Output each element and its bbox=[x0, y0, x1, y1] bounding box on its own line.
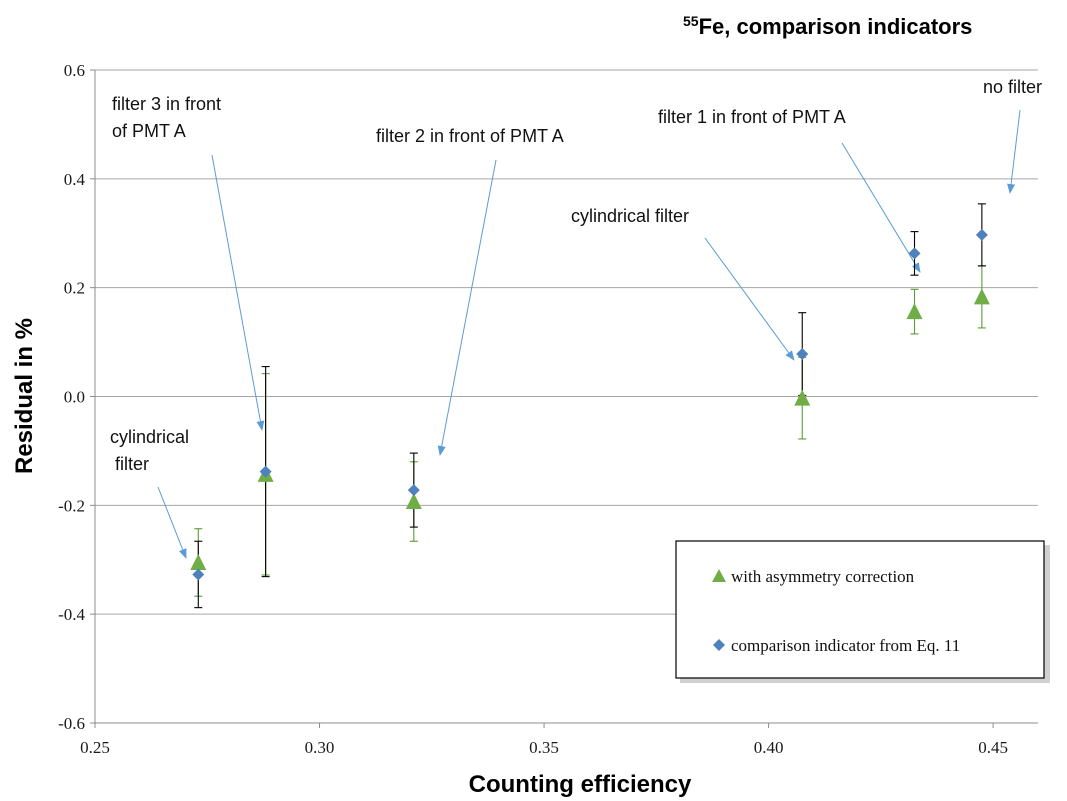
legend-box bbox=[675, 540, 1045, 679]
annotation-1: filter 3 in front of PMT A bbox=[112, 94, 221, 141]
chart-title: 55Fe, comparison indicators bbox=[683, 13, 972, 39]
annotation-arrow-4 bbox=[841, 142, 921, 273]
x-tick-label-3: 0.40 bbox=[754, 738, 784, 757]
annotation-2: filter 2 in front of PMT A bbox=[376, 126, 564, 146]
x-axis-title: Counting efficiency bbox=[469, 771, 692, 798]
y-axis-title: Residual in % bbox=[11, 318, 38, 474]
annotation-1-line-1: of PMT A bbox=[112, 121, 186, 141]
annotation-0-line-1: filter bbox=[110, 454, 149, 474]
y-tick-label-1: -0.4 bbox=[58, 605, 85, 624]
annotation-4-line-0: filter 1 in front of PMT A bbox=[658, 107, 846, 127]
point-diamond-4 bbox=[908, 247, 921, 260]
annotations: cylindrical filter filter 3 in front of PM… bbox=[110, 77, 1042, 474]
point-triangle-2 bbox=[405, 493, 422, 510]
point-triangle-4 bbox=[906, 303, 923, 320]
point-triangle-0 bbox=[190, 553, 207, 570]
y-tick-label-0: -0.6 bbox=[58, 714, 85, 733]
point-diamond-3 bbox=[796, 348, 809, 361]
annotation-arrow-2 bbox=[437, 159, 497, 456]
annotation-4: filter 1 in front of PMT A bbox=[658, 107, 846, 127]
x-tick-label-2: 0.35 bbox=[529, 738, 559, 757]
y-tick-label-5: 0.4 bbox=[64, 170, 86, 189]
y-tick-label-3: 0.0 bbox=[64, 388, 85, 407]
annotation-0: cylindrical filter bbox=[110, 427, 189, 474]
legend-marker-diamond bbox=[713, 639, 725, 651]
point-diamond-1 bbox=[259, 465, 272, 478]
legend-label-0: with asymmetry correction bbox=[731, 567, 915, 586]
annotation-1-line-0: filter 3 in front bbox=[112, 94, 221, 114]
annotation-arrow-3 bbox=[704, 237, 795, 361]
tick-labels: -0.6 -0.4 -0.2 0.0 0.2 0.4 0.6 0.25 0.30 0.35 0.40… bbox=[58, 61, 1008, 757]
title-superscript: 55 bbox=[683, 13, 699, 29]
axes bbox=[90, 69, 1038, 728]
legend-marker-triangle bbox=[712, 569, 726, 582]
title-main: Fe, comparison indicators bbox=[699, 14, 973, 39]
x-tick-label-1: 0.30 bbox=[305, 738, 335, 757]
x-tick-label-0: 0.25 bbox=[80, 738, 110, 757]
annotation-arrow-1 bbox=[211, 154, 265, 431]
annotation-5-line-0: no filter bbox=[983, 77, 1042, 97]
annotation-0-line-0: cylindrical bbox=[110, 427, 189, 447]
y-tick-label-6: 0.6 bbox=[64, 61, 85, 80]
y-tick-label-2: -0.2 bbox=[58, 496, 85, 515]
legend: with asymmetry correction comparison indi… bbox=[675, 540, 1050, 683]
annotation-2-line-0: filter 2 in front of PMT A bbox=[376, 126, 564, 146]
point-diamond-5 bbox=[975, 228, 988, 241]
x-tick-label-4: 0.45 bbox=[978, 738, 1008, 757]
legend-item-0: with asymmetry correction bbox=[712, 567, 915, 586]
annotation-3: cylindrical filter bbox=[571, 206, 689, 226]
annotation-arrow-5 bbox=[1007, 109, 1021, 194]
legend-label-1: comparison indicator from Eq. 11 bbox=[731, 636, 960, 655]
point-diamond-0 bbox=[192, 568, 205, 581]
point-triangle-3 bbox=[794, 389, 811, 406]
legend-item-1: comparison indicator from Eq. 11 bbox=[713, 636, 960, 655]
y-tick-label-4: 0.2 bbox=[64, 279, 85, 298]
annotation-5: no filter bbox=[983, 77, 1042, 97]
point-triangle-5 bbox=[973, 288, 990, 305]
annotation-3-line-0: cylindrical filter bbox=[571, 206, 689, 226]
grid bbox=[95, 69, 1038, 724]
annotation-arrows bbox=[157, 109, 1021, 559]
annotation-arrow-0 bbox=[157, 486, 187, 559]
data-points bbox=[190, 228, 990, 581]
point-diamond-2 bbox=[407, 484, 420, 497]
